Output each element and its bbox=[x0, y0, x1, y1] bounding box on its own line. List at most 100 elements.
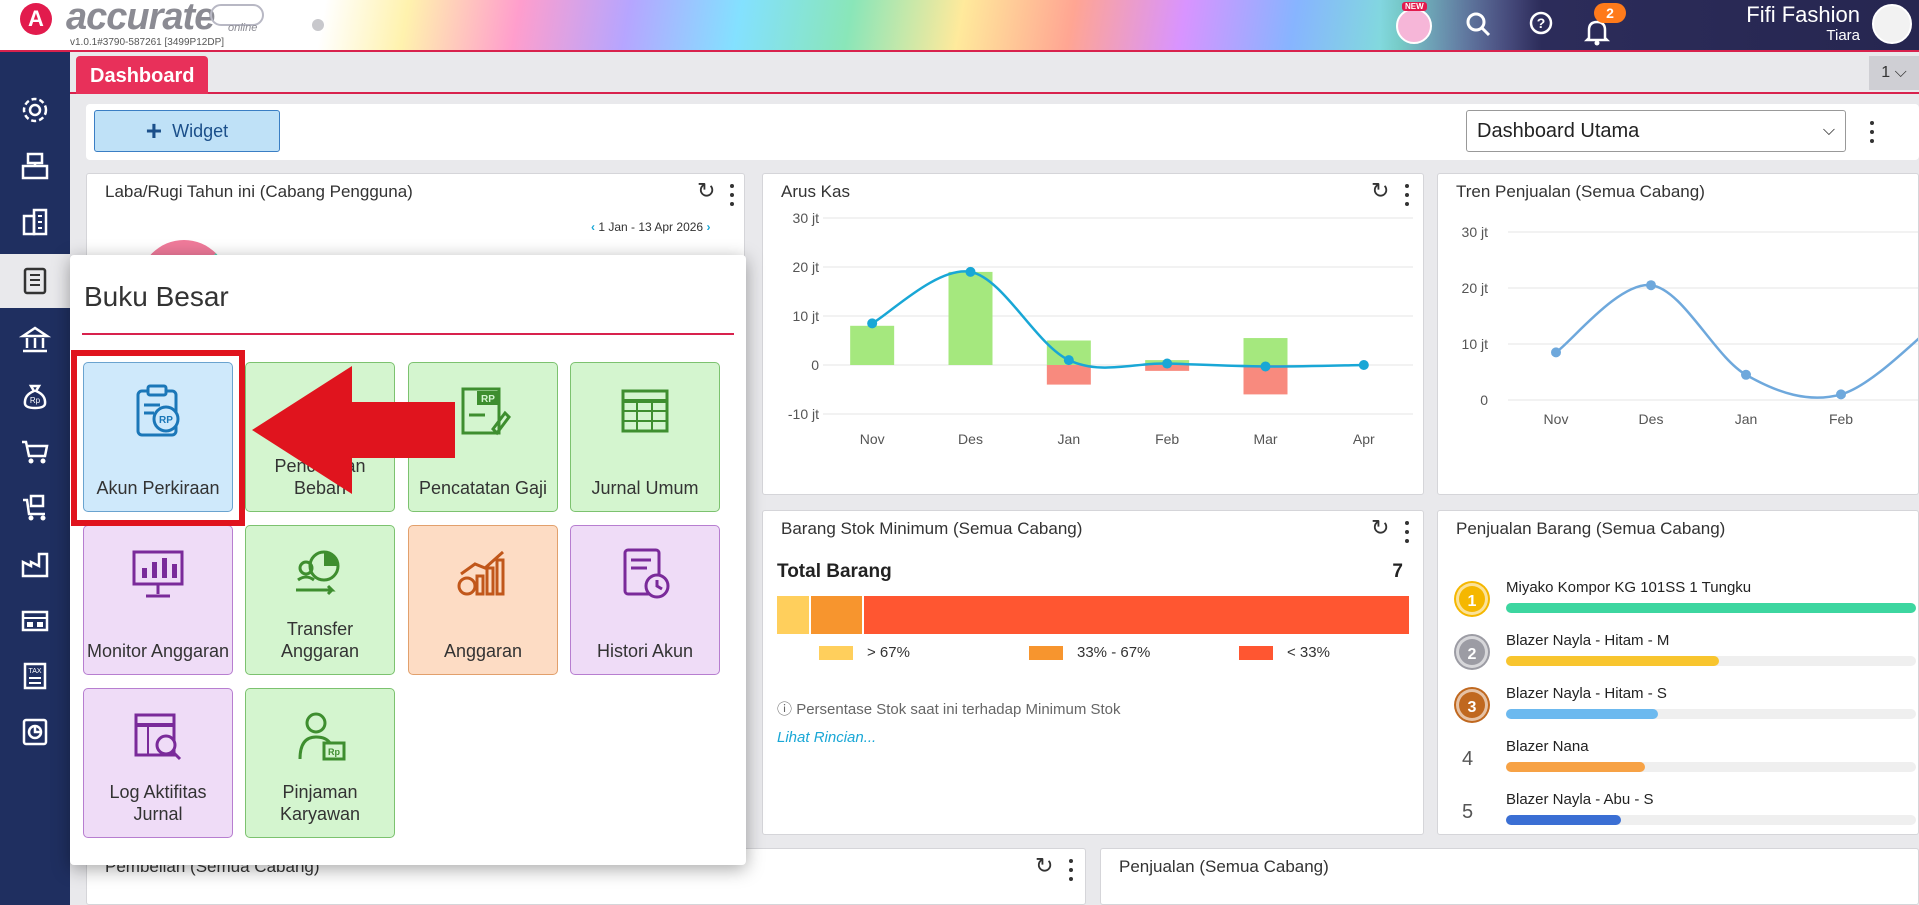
refresh-icon[interactable]: ↻ bbox=[1371, 178, 1390, 203]
arus-kas-chart: 30 jt 20 jt 10 jt 0 -10 jt Nov Des Jan Feb Mar Apr bbox=[788, 210, 1413, 447]
product-name[interactable]: Blazer Nana bbox=[1506, 738, 1589, 755]
notification-count: 2 bbox=[1594, 3, 1626, 23]
arus-kas-card: Arus Kas ↻ 30 jt 20 jt 10 jt 0 -10 jt Nov Des J… bbox=[762, 173, 1424, 495]
sales-progress-fill bbox=[1506, 603, 1916, 613]
stok-segment[interactable] bbox=[808, 596, 863, 634]
tile-monitor-anggaran[interactable]: Monitor Anggaran bbox=[83, 525, 233, 675]
medal-icon: 2 bbox=[1456, 636, 1488, 668]
svg-text:RP: RP bbox=[159, 415, 173, 426]
product-name[interactable]: Miyako Kompor KG 101SS 1 Tungku bbox=[1506, 579, 1752, 596]
user-name[interactable]: Tiara bbox=[1826, 27, 1860, 44]
data-point bbox=[867, 318, 878, 329]
card-more-icon[interactable] bbox=[1399, 519, 1415, 545]
factory-icon[interactable] bbox=[0, 538, 70, 590]
y-tick-label: 10 jt bbox=[1462, 336, 1489, 352]
tile-histori-akun[interactable]: Histori Akun bbox=[570, 525, 720, 675]
product-name[interactable]: Blazer Nayla - Abu - S bbox=[1506, 791, 1654, 808]
product-name[interactable]: Blazer Nayla - Hitam - M bbox=[1506, 632, 1670, 649]
svg-text:RP: RP bbox=[481, 394, 495, 405]
date-range[interactable]: ‹ 1 Jan - 13 Apr 2026 › bbox=[591, 220, 710, 234]
help-icon[interactable]: ? bbox=[1526, 10, 1556, 40]
tile-jurnal-umum[interactable]: Jurnal Umum bbox=[570, 362, 720, 512]
cart-icon[interactable] bbox=[0, 426, 70, 478]
tab-dashboard[interactable]: Dashboard bbox=[76, 56, 209, 94]
money-bag-icon[interactable]: Rp bbox=[0, 370, 70, 422]
sales-progress-track bbox=[1506, 762, 1916, 772]
sales-progress-fill bbox=[1506, 709, 1658, 719]
series-line bbox=[1555, 283, 1918, 399]
x-tick-label: Des bbox=[958, 431, 983, 447]
x-tick-label: Jan bbox=[1058, 431, 1081, 447]
stok-segment[interactable] bbox=[777, 596, 809, 634]
toolbar-more-icon[interactable] bbox=[1864, 119, 1880, 145]
tax-doc-icon[interactable]: TAX bbox=[0, 650, 70, 702]
medal-icon: 1 bbox=[1456, 583, 1488, 615]
card-more-icon[interactable] bbox=[724, 182, 740, 208]
status-dot-icon bbox=[312, 19, 324, 31]
legend-swatch bbox=[819, 646, 853, 661]
bell-icon[interactable] bbox=[1582, 18, 1612, 48]
brand-name[interactable]: accurate bbox=[66, 0, 215, 38]
card-more-icon[interactable] bbox=[1399, 182, 1415, 208]
gear-icon[interactable] bbox=[0, 84, 70, 136]
log-search-icon bbox=[84, 709, 232, 765]
product-name[interactable]: Blazer Nayla - Hitam - S bbox=[1506, 685, 1667, 702]
budget-growth-icon bbox=[409, 546, 557, 602]
x-tick-label: Des bbox=[1639, 411, 1664, 427]
highlight-box bbox=[71, 350, 245, 526]
tab-count-dropdown[interactable]: 1 ⌵ bbox=[1869, 56, 1919, 90]
sales-progress-fill bbox=[1506, 656, 1720, 666]
warehouse-icon[interactable] bbox=[0, 594, 70, 646]
total-barang-value: 7 bbox=[1392, 561, 1403, 582]
company-name[interactable]: Fifi Fashion bbox=[1746, 2, 1860, 27]
tile-akun-perkiraan[interactable]: RP Akun Perkiraan bbox=[83, 362, 233, 512]
dashboard-select[interactable]: Dashboard Utama ⌵ bbox=[1466, 110, 1846, 152]
user-avatar-icon[interactable] bbox=[1872, 4, 1912, 44]
prev-period-icon[interactable]: ‹ bbox=[591, 220, 595, 234]
cash-register-icon[interactable] bbox=[0, 140, 70, 192]
tile-log-aktifitas-jurnal[interactable]: Log Aktifitas Jurnal bbox=[83, 688, 233, 838]
legend-swatch bbox=[1029, 646, 1063, 661]
refresh-icon[interactable]: ↻ bbox=[1035, 853, 1054, 878]
date-range-label: 1 Jan - 13 Apr 2026 bbox=[598, 220, 704, 234]
refresh-icon[interactable]: ↻ bbox=[697, 178, 716, 203]
search-icon[interactable] bbox=[1463, 10, 1493, 40]
x-tick-label: Feb bbox=[1155, 431, 1179, 447]
tile-anggaran[interactable]: Anggaran bbox=[408, 525, 558, 675]
next-period-icon[interactable]: › bbox=[706, 220, 711, 234]
y-tick-label: 30 jt bbox=[1462, 224, 1489, 240]
payroll-rp-icon: RP bbox=[409, 383, 557, 439]
tile-pinjaman-karyawan[interactable]: Rp Pinjaman Karyawan bbox=[245, 688, 395, 838]
sales-progress-track bbox=[1506, 709, 1916, 719]
card-more-icon[interactable] bbox=[1063, 857, 1079, 883]
bank-icon[interactable] bbox=[0, 314, 70, 366]
tile-transfer-anggaran[interactable]: Transfer Anggaran bbox=[245, 525, 395, 675]
report-chart-icon[interactable] bbox=[0, 706, 70, 758]
x-tick-label: Apr bbox=[1353, 431, 1375, 447]
accurate-logo-icon[interactable]: A bbox=[20, 3, 52, 35]
penjualan-card: Penjualan (Semua Cabang) bbox=[1100, 848, 1919, 905]
data-point bbox=[1063, 355, 1074, 366]
data-point bbox=[1358, 360, 1369, 370]
stok-legend-item: > 67% bbox=[819, 644, 910, 661]
stok-bar[interactable] bbox=[777, 596, 1409, 634]
mascot-avatar-icon[interactable] bbox=[1396, 8, 1432, 44]
chevron-down-icon: ⌵ bbox=[1894, 64, 1907, 81]
tile-label: Monitor Anggaran bbox=[86, 641, 230, 661]
cart-box-icon[interactable] bbox=[0, 482, 70, 534]
cloud-icon bbox=[210, 4, 264, 26]
x-tick-label: Nov bbox=[1544, 411, 1569, 427]
top-header: A accurate online v1.0.1#3790-587261 [34… bbox=[0, 0, 1919, 52]
building-icon[interactable] bbox=[0, 196, 70, 248]
bar bbox=[948, 271, 993, 365]
transfer-pie-icon bbox=[246, 546, 394, 602]
ledger-book-icon[interactable] bbox=[0, 254, 70, 308]
sales-progress-fill bbox=[1506, 815, 1621, 825]
lihat-rincian-link[interactable]: Lihat Rincian... bbox=[777, 729, 877, 746]
refresh-icon[interactable]: ↻ bbox=[1371, 515, 1390, 540]
stok-segment[interactable] bbox=[862, 596, 1409, 634]
arus-kas-title: Arus Kas bbox=[781, 182, 850, 201]
svg-text:TAX: TAX bbox=[28, 668, 41, 675]
legend-swatch bbox=[1239, 646, 1273, 661]
add-widget-button[interactable]: + Widget bbox=[94, 110, 280, 152]
